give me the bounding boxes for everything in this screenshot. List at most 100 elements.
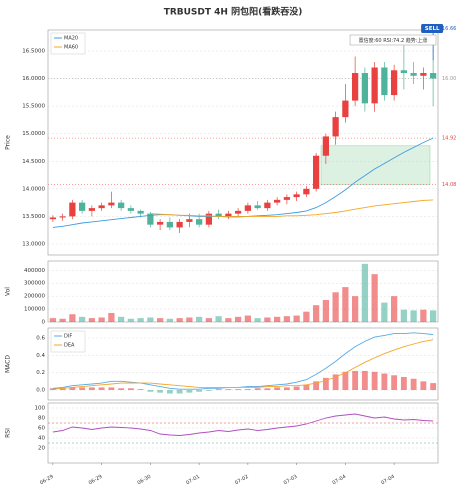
candle-body bbox=[420, 73, 427, 76]
volume-bar bbox=[303, 311, 310, 322]
y-tick-label: 0.6 bbox=[36, 335, 45, 341]
panel-frame bbox=[47, 260, 439, 323]
volume-bar bbox=[59, 318, 66, 322]
macd-bar bbox=[137, 389, 144, 391]
candle-body bbox=[274, 199, 281, 203]
series-line bbox=[150, 199, 434, 217]
y-tick-label: 16.0000 bbox=[22, 76, 45, 82]
candle-body bbox=[332, 117, 339, 137]
volume-bar bbox=[244, 315, 251, 322]
macd-bar bbox=[303, 384, 310, 391]
panel-frame bbox=[47, 402, 439, 464]
volume-bar bbox=[293, 315, 300, 322]
volume-bar bbox=[118, 316, 125, 322]
x-tick-label: 07-03 bbox=[283, 474, 299, 486]
series-line bbox=[52, 413, 434, 436]
x-tick-label: 06-30 bbox=[137, 474, 153, 486]
macd-bar bbox=[420, 381, 427, 391]
candle-body bbox=[118, 202, 125, 209]
volume-bar bbox=[88, 318, 95, 322]
candle-body bbox=[400, 70, 407, 74]
y-tick-label: 300000 bbox=[24, 281, 45, 287]
macd-bar bbox=[225, 389, 232, 391]
macd-bar bbox=[59, 388, 66, 391]
panel-frame bbox=[47, 327, 439, 401]
macd-bar bbox=[283, 387, 290, 391]
volume-bar bbox=[274, 316, 281, 322]
y-tick-label: 15.5000 bbox=[22, 104, 45, 110]
volume-bar bbox=[98, 317, 105, 322]
candle-body bbox=[322, 136, 329, 156]
y-tick-label: 15.0000 bbox=[22, 131, 45, 137]
macd-bar bbox=[371, 371, 378, 391]
y-tick-label: 14.0000 bbox=[22, 186, 45, 192]
macd-bar bbox=[49, 388, 56, 391]
signal-badge bbox=[421, 24, 444, 33]
macd-bar bbox=[381, 373, 388, 391]
legend-label: MA20 bbox=[64, 36, 78, 42]
macd-bar bbox=[79, 387, 86, 391]
macd-bar bbox=[332, 374, 339, 391]
y-tick-label: 40 bbox=[38, 436, 45, 442]
annotation-box bbox=[349, 34, 437, 46]
macd-bar bbox=[352, 370, 359, 391]
y-tick-label: 13.5000 bbox=[22, 214, 45, 220]
macd-bar bbox=[322, 377, 329, 391]
level-label: 16.00 bbox=[442, 76, 456, 82]
volume-bar bbox=[147, 317, 154, 322]
candle-body bbox=[430, 73, 437, 79]
volume-bar bbox=[254, 318, 261, 322]
x-tick-label: 07-04 bbox=[380, 474, 396, 486]
series-line bbox=[52, 339, 434, 390]
macd-bar bbox=[400, 377, 407, 391]
volume-bar bbox=[430, 310, 437, 322]
volume-bar bbox=[49, 318, 56, 322]
candle-body bbox=[283, 197, 290, 200]
y-tick-label: 0.4 bbox=[36, 353, 45, 359]
candle-body bbox=[225, 213, 232, 217]
candle-body bbox=[215, 213, 222, 217]
volume-bar bbox=[352, 296, 359, 322]
level-label: 14.08 bbox=[442, 182, 456, 188]
candle-body bbox=[69, 202, 76, 217]
volume-bar bbox=[332, 292, 339, 322]
macd-bar bbox=[361, 370, 368, 391]
macd-bar bbox=[88, 387, 95, 391]
candle-body bbox=[166, 221, 173, 228]
candle-body bbox=[313, 155, 320, 189]
macd-bar bbox=[147, 390, 154, 392]
volume-bar bbox=[225, 318, 232, 322]
zone bbox=[320, 145, 431, 185]
signal-price: 16.66 bbox=[442, 26, 456, 32]
y-axis-label: RSI bbox=[5, 428, 12, 438]
candle-body bbox=[293, 194, 300, 198]
candle-body bbox=[303, 188, 310, 195]
volume-bar bbox=[342, 287, 349, 322]
volume-bar bbox=[176, 318, 183, 322]
candle-body bbox=[235, 210, 242, 214]
candle-body bbox=[88, 208, 95, 211]
chart-title: TRBUSDT 4H 阴包阳(看跌吞没) bbox=[164, 6, 303, 18]
macd-bar bbox=[235, 389, 242, 391]
y-tick-label: 20 bbox=[38, 446, 45, 452]
candle-body bbox=[137, 210, 144, 214]
macd-bar bbox=[98, 387, 105, 391]
candle-body bbox=[371, 67, 378, 104]
macd-bar bbox=[391, 375, 398, 391]
y-tick-label: 60 bbox=[38, 426, 45, 432]
volume-bar bbox=[127, 318, 134, 322]
signal-text: SELL bbox=[425, 26, 440, 32]
y-tick-label: 100 bbox=[35, 406, 46, 412]
legend-label: DEA bbox=[64, 343, 75, 349]
macd-bar bbox=[205, 390, 212, 391]
macd-bar bbox=[293, 386, 300, 391]
y-tick-label: 0.2 bbox=[36, 370, 45, 376]
volume-bar bbox=[264, 317, 271, 322]
legend-label: MA60 bbox=[64, 45, 78, 51]
volume-bar bbox=[186, 317, 193, 322]
macd-bar bbox=[215, 389, 222, 391]
y-tick-label: 80 bbox=[38, 416, 45, 422]
macd-bar bbox=[69, 387, 76, 391]
candle-body bbox=[254, 205, 261, 209]
